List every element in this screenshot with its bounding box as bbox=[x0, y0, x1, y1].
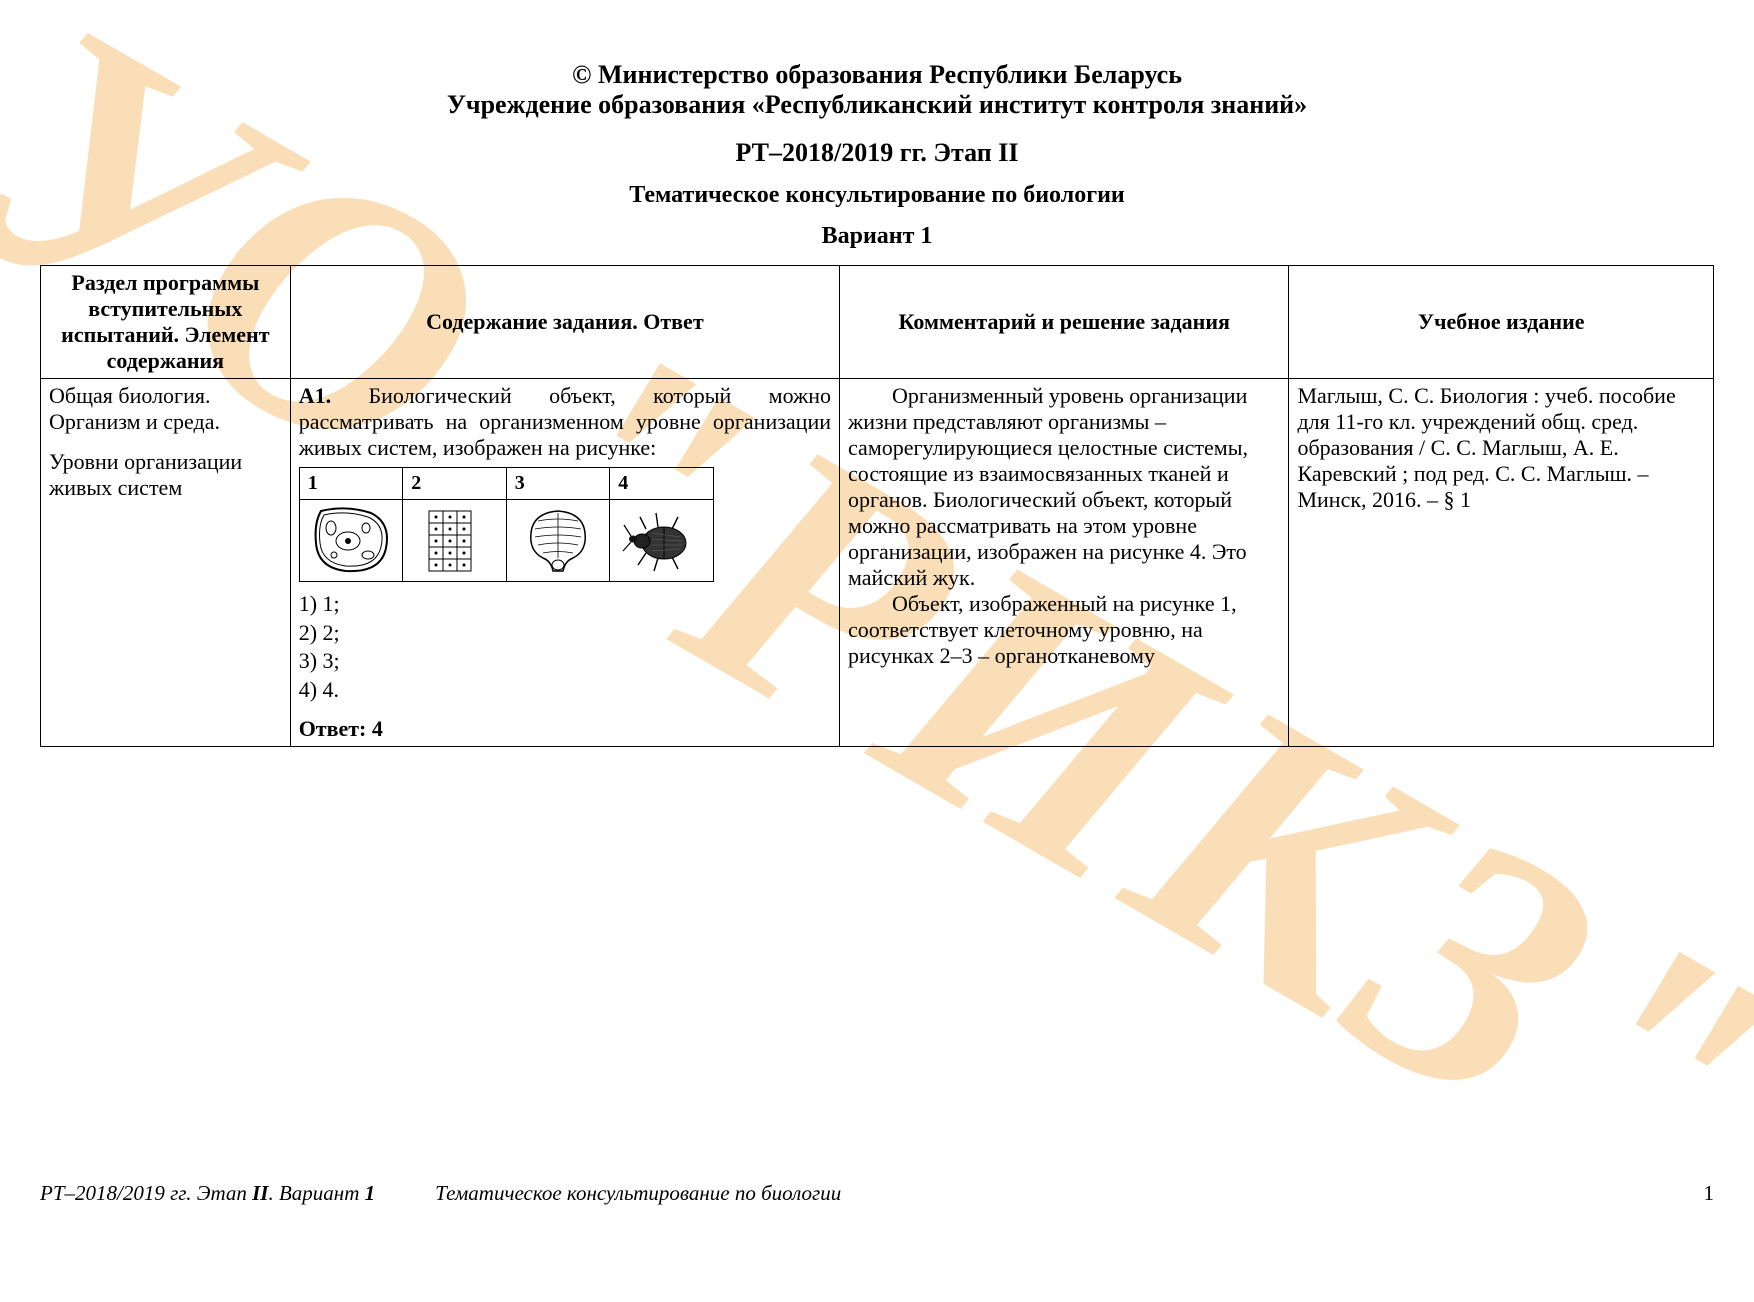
tissue-icon bbox=[409, 503, 499, 578]
task-image-grid: 1 2 3 4 bbox=[299, 467, 714, 582]
option-4: 4) 4. bbox=[299, 676, 831, 705]
footer-page-number: 1 bbox=[1704, 1181, 1715, 1206]
img-cell-3 bbox=[506, 500, 610, 582]
footer-prefix: РТ–2018/2019 гг. Этап bbox=[40, 1181, 252, 1205]
section-para-1: Общая биология. Организм и среда. bbox=[49, 383, 282, 435]
beetle-icon bbox=[616, 503, 706, 578]
header-edition: РТ–2018/2019 гг. Этап II bbox=[40, 138, 1714, 168]
header-subject: Тематическое консультирование по биологи… bbox=[40, 182, 1714, 209]
option-2: 2) 2; bbox=[299, 619, 831, 648]
task-options: 1) 1; 2) 2; 3) 3; 4) 4. bbox=[299, 590, 831, 704]
header-variant: Вариант 1 bbox=[40, 223, 1714, 250]
col-header-reference: Учебное издание bbox=[1289, 266, 1714, 379]
cell-comment: Организменный уровень организации жизни … bbox=[840, 379, 1289, 747]
consultation-table: Раздел программы вступительных испытаний… bbox=[40, 265, 1714, 747]
option-1: 1) 1; bbox=[299, 590, 831, 619]
brain-icon bbox=[513, 503, 603, 578]
img-label-3: 3 bbox=[506, 468, 610, 500]
img-cell-2 bbox=[403, 500, 507, 582]
page-content: © Министерство образования Республики Бе… bbox=[40, 60, 1714, 747]
footer-center: Тематическое консультирование по биологи… bbox=[375, 1181, 1703, 1206]
page-footer: РТ–2018/2019 гг. Этап II. Вариант 1 Тема… bbox=[40, 1181, 1714, 1206]
footer-left: РТ–2018/2019 гг. Этап II. Вариант 1 bbox=[40, 1181, 375, 1206]
footer-variant: 1 bbox=[365, 1181, 376, 1205]
document-header: © Министерство образования Республики Бе… bbox=[40, 60, 1714, 250]
cell-reference: Маглыш, С. С. Биология : учеб. пособие д… bbox=[1289, 379, 1714, 747]
cell-task: А1. Биологический объект, который можно … bbox=[290, 379, 839, 747]
footer-mid: . Вариант bbox=[268, 1181, 364, 1205]
table-header-row: Раздел программы вступительных испытаний… bbox=[41, 266, 1714, 379]
col-header-task: Содержание задания. Ответ bbox=[290, 266, 839, 379]
task-body: Биологический объект, который можно расс… bbox=[299, 383, 831, 460]
comment-para-2: Объект, изображенный на рисунке 1, соотв… bbox=[848, 591, 1280, 669]
task-answer: Ответ: 4 bbox=[299, 716, 831, 742]
img-label-1: 1 bbox=[299, 468, 403, 500]
header-institution: Учреждение образования «Республиканский … bbox=[40, 90, 1714, 120]
task-code: А1. bbox=[299, 383, 331, 408]
col-header-section: Раздел программы вступительных испытаний… bbox=[41, 266, 291, 379]
img-label-2: 2 bbox=[403, 468, 507, 500]
img-label-4: 4 bbox=[610, 468, 714, 500]
table-row: Общая биология. Организм и среда. Уровни… bbox=[41, 379, 1714, 747]
option-3: 3) 3; bbox=[299, 647, 831, 676]
task-text: А1. Биологический объект, который можно … bbox=[299, 383, 831, 461]
img-cell-4 bbox=[610, 500, 714, 582]
footer-stage: II bbox=[252, 1181, 268, 1205]
comment-para-1: Организменный уровень организации жизни … bbox=[848, 383, 1280, 591]
cell-icon bbox=[306, 503, 396, 578]
header-ministry: © Министерство образования Республики Бе… bbox=[40, 60, 1714, 90]
img-cell-1 bbox=[299, 500, 403, 582]
section-para-2: Уровни организации живых систем bbox=[49, 449, 282, 501]
cell-section: Общая биология. Организм и среда. Уровни… bbox=[41, 379, 291, 747]
col-header-comment: Комментарий и решение задания bbox=[840, 266, 1289, 379]
